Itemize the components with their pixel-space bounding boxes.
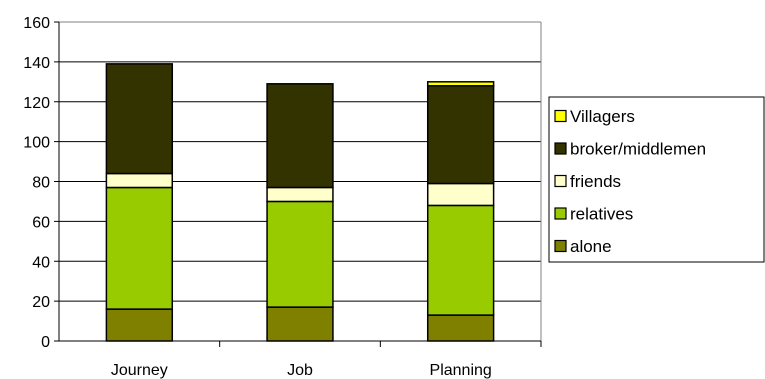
legend: Villagers broker/middlemen friends relative… — [548, 96, 765, 263]
bar-segment-broker-middlemen — [266, 83, 334, 189]
y-tick-label: 100 — [23, 135, 50, 152]
legend-swatch — [554, 142, 567, 155]
legend-swatch — [554, 109, 567, 123]
bar-segment-broker-middlemen — [105, 63, 174, 175]
y-tick-label: 40 — [32, 254, 50, 271]
y-tick-label: 80 — [32, 175, 50, 192]
legend-swatch — [554, 207, 567, 220]
axes — [54, 21, 542, 347]
bar-segment-alone — [426, 314, 495, 342]
bar-segment-relatives — [105, 186, 174, 310]
y-tick-labels: 0 20 40 60 80 100 120 140 160 — [23, 15, 50, 351]
x-tick-labels: Journey Job Planning — [111, 362, 492, 379]
legend-swatch — [554, 239, 567, 253]
bar-segment-alone — [266, 306, 334, 342]
y-tick-label: 120 — [23, 95, 50, 112]
bars — [105, 63, 495, 342]
bar-segment-villagers — [426, 81, 495, 87]
legend-label: alone — [570, 237, 612, 256]
y-tick-label: 140 — [23, 55, 50, 72]
bar-segment-alone — [105, 308, 174, 342]
legend-label: Villagers — [570, 107, 635, 126]
legend-label: relatives — [570, 205, 633, 224]
x-tick-label: Journey — [111, 362, 168, 379]
x-tick-label: Planning — [430, 362, 492, 379]
bar-segment-friends — [426, 182, 495, 207]
x-tick-label: Job — [287, 362, 313, 379]
legend-box — [548, 96, 765, 263]
bar-segment-friends — [105, 172, 174, 189]
legend-label: friends — [570, 172, 621, 191]
legend-label: broker/middlemen — [570, 140, 706, 159]
legend-swatch — [554, 174, 567, 188]
y-tick-label: 60 — [32, 214, 50, 231]
y-tick-label: 160 — [23, 15, 50, 32]
bar-segment-relatives — [426, 204, 495, 316]
bar-segment-broker-middlemen — [426, 85, 495, 185]
bar-segment-friends — [266, 186, 334, 203]
y-tick-label: 0 — [41, 334, 50, 351]
bar-segment-relatives — [266, 200, 334, 308]
y-tick-label: 20 — [32, 294, 50, 311]
